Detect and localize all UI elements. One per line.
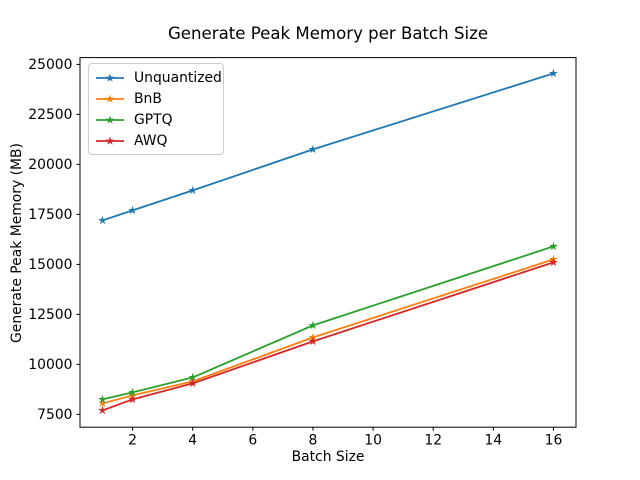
x-tick-label: 8	[309, 433, 318, 449]
x-tick-label: 10	[364, 433, 382, 449]
legend: Unquantized BnB GPTQ AWQ	[88, 63, 224, 155]
x-axis-label: Batch Size	[291, 449, 365, 465]
y-tick-label: 7500	[37, 407, 72, 423]
y-tick-label: 22500	[28, 107, 72, 123]
legend-item-bnb: BnB	[89, 88, 223, 109]
series-marker-gptq	[128, 387, 137, 397]
series-marker-gptq	[188, 372, 198, 382]
y-tick-label: 12500	[28, 307, 72, 323]
legend-item-gptq: GPTQ	[89, 109, 223, 130]
x-tick-label: 14	[484, 433, 502, 449]
series-marker-unquantized	[549, 68, 558, 78]
legend-line-sample	[96, 114, 124, 124]
y-tick-label: 15000	[28, 257, 72, 273]
y-tick-label: 25000	[28, 57, 72, 73]
legend-line-sample	[96, 72, 124, 82]
axes-frame	[79, 57, 577, 428]
series-marker-awq	[188, 378, 198, 388]
legend-label: AWQ	[134, 132, 168, 149]
series-marker-unquantized	[128, 205, 137, 215]
star-icon	[105, 135, 115, 145]
y-tick-label: 10000	[28, 357, 72, 373]
series-line-gptq	[101, 245, 555, 401]
legend-line-sample	[96, 93, 124, 103]
legend-line-sample	[96, 135, 124, 145]
series-marker-unquantized	[188, 185, 198, 195]
x-tick-label: 12	[424, 433, 442, 449]
series-line-awq	[101, 261, 555, 412]
chart-title: Generate Peak Memory per Batch Size	[167, 24, 489, 43]
series-line-bnb	[101, 258, 555, 405]
series-marker-gptq	[549, 241, 558, 251]
legend-label: BnB	[134, 90, 162, 107]
series-marker-unquantized	[98, 215, 107, 225]
series-marker-gptq	[308, 320, 318, 330]
series-marker-awq	[128, 394, 137, 404]
x-tick-label: 2	[128, 433, 137, 449]
series-marker-awq	[98, 405, 107, 415]
y-axis-label: Generate Peak Memory (MB)	[9, 143, 25, 343]
series-marker-unquantized	[308, 144, 318, 154]
star-icon	[105, 72, 115, 82]
legend-item-unquantized: Unquantized	[89, 67, 223, 88]
x-tick-label: 4	[188, 433, 197, 449]
x-tick-label: 6	[248, 433, 257, 449]
series-marker-awq	[549, 257, 558, 267]
y-tick-label: 20000	[28, 157, 72, 173]
legend-label: Unquantized	[134, 69, 222, 86]
legend-label: GPTQ	[134, 111, 173, 128]
star-icon	[105, 93, 115, 103]
series-marker-awq	[308, 336, 318, 346]
legend-item-awq: AWQ	[89, 130, 223, 151]
series-marker-bnb	[98, 398, 107, 408]
series-marker-gptq	[98, 394, 107, 404]
y-tick-label: 17500	[28, 207, 72, 223]
star-icon	[105, 114, 115, 124]
x-tick-label: 16	[545, 433, 563, 449]
